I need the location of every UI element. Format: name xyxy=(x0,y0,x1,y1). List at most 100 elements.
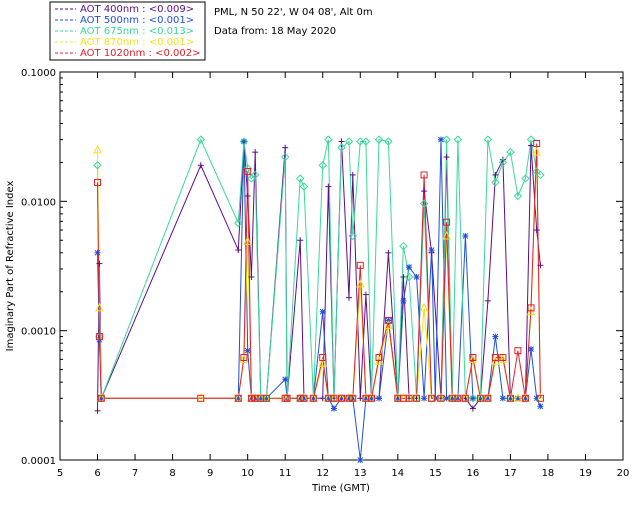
data-point-s4-3 xyxy=(197,394,205,402)
legend-rows: AOT 400nm : <0.009>AOT 500nm : <0.001>AO… xyxy=(55,4,200,59)
data-point-s2-46 xyxy=(526,135,536,144)
data-point-s0-23 xyxy=(362,291,369,298)
data-point-s3-26 xyxy=(384,320,393,329)
data-point-s2-16 xyxy=(318,161,327,170)
data-point-s4-22 xyxy=(356,261,364,269)
data-point-s2-34 xyxy=(442,135,451,144)
data-point-s3-1 xyxy=(95,302,104,312)
data-point-s1-48 xyxy=(537,403,544,410)
data-point-s4-0 xyxy=(94,178,102,186)
data-point-s1-37 xyxy=(462,232,469,239)
data-point-s4-29 xyxy=(405,394,413,402)
data-point-s0-0 xyxy=(94,407,101,414)
data-point-s3-16 xyxy=(318,358,328,367)
data-point-s4-45 xyxy=(521,394,529,402)
data-point-s4-46 xyxy=(527,304,535,312)
x-axis-label: Time (GMT) xyxy=(311,483,370,494)
data-point-s0-31 xyxy=(421,188,428,195)
data-point-s4-2 xyxy=(97,394,105,402)
data-point-s4-42 xyxy=(499,354,507,362)
data-point-s4-10 xyxy=(262,394,270,402)
data-point-s4-44 xyxy=(514,347,522,355)
series-lines xyxy=(97,138,541,461)
data-point-s1-41 xyxy=(492,333,499,340)
data-point-s3-31 xyxy=(419,302,429,312)
x-tick-label: 14 xyxy=(391,468,404,479)
data-point-s4-21 xyxy=(349,394,357,402)
data-point-s2-36 xyxy=(453,135,463,144)
data-point-s3-22 xyxy=(355,278,365,288)
y-axis-label: Imaginary Part of Refractive Index xyxy=(5,181,16,352)
data-point-s1-0 xyxy=(94,249,101,256)
x-tick-label: 19 xyxy=(579,468,592,479)
y-tick-label: 0.0001 xyxy=(21,456,56,467)
data-point-s2-31 xyxy=(419,199,429,208)
data-point-s4-37 xyxy=(461,394,469,402)
data-point-s2-19 xyxy=(337,143,346,152)
data-point-s3-42 xyxy=(498,354,508,363)
data-point-s2-5 xyxy=(239,137,249,146)
data-point-s0-48 xyxy=(537,262,544,269)
x-tick-label: 13 xyxy=(354,468,367,479)
data-point-s0-21 xyxy=(349,171,356,178)
data-point-s4-19 xyxy=(338,394,345,402)
data-point-s4-40 xyxy=(484,394,492,402)
data-point-s1-10 xyxy=(282,376,289,383)
series-line-1 xyxy=(97,139,541,461)
x-tick-label: 10 xyxy=(241,468,254,479)
data-point-s0-38 xyxy=(469,405,476,412)
data-point-s2-43 xyxy=(506,147,515,157)
site-info-text: PML, N 50 22', W 04 08', Alt 0m xyxy=(214,7,373,18)
data-point-s0-7 xyxy=(248,273,255,280)
data-point-s1-27 xyxy=(400,297,407,304)
data-point-s2-14 xyxy=(299,182,309,191)
data-point-s3-44 xyxy=(513,393,523,402)
x-tick-label: 9 xyxy=(207,468,213,479)
data-point-s0-22 xyxy=(357,395,364,402)
data-point-s4-7 xyxy=(247,394,255,402)
data-point-s0-47 xyxy=(533,227,540,234)
data-point-s4-12 xyxy=(283,394,291,402)
x-tick-label: 6 xyxy=(94,468,100,479)
data-point-s0-8 xyxy=(252,149,259,156)
data-point-s4-18 xyxy=(330,394,338,402)
legend-entry-3: AOT 870nm : <0.001> xyxy=(80,37,194,48)
data-point-s4-48 xyxy=(536,394,544,402)
data-point-s0-26 xyxy=(385,249,392,256)
data-point-s4-24 xyxy=(368,394,376,402)
data-point-s2-40 xyxy=(483,135,493,144)
data-point-s2-44 xyxy=(513,191,523,201)
data-point-s0-1 xyxy=(96,260,103,267)
x-tick-label: 12 xyxy=(316,468,329,479)
y-tick-label: 0.0010 xyxy=(21,327,56,338)
data-point-s4-15 xyxy=(309,394,317,402)
x-tick-label: 7 xyxy=(132,468,138,479)
y-tick-label: 0.1000 xyxy=(21,68,56,79)
x-tick-label: 18 xyxy=(542,468,555,479)
data-point-s2-41 xyxy=(491,178,500,187)
data-point-s0-42 xyxy=(499,156,506,163)
data-point-s0-20 xyxy=(346,294,353,301)
data-point-s2-11 xyxy=(280,152,290,162)
data-point-s3-47 xyxy=(532,147,541,156)
data-point-s1-17 xyxy=(330,405,337,412)
data-point-s2-21 xyxy=(348,231,357,241)
data-point-s1-21 xyxy=(357,457,364,463)
data-point-s2-3 xyxy=(196,135,205,144)
data-point-s2-0 xyxy=(93,161,102,170)
x-tick-label: 11 xyxy=(279,468,292,479)
data-point-s1-34 xyxy=(443,395,450,402)
y-tick-label: 0.0100 xyxy=(21,197,56,208)
data-point-s4-1 xyxy=(95,333,103,341)
data-point-s0-6 xyxy=(244,192,251,199)
data-point-s3-5 xyxy=(239,354,249,363)
data-point-s3-34 xyxy=(442,230,451,240)
data-point-s4-20 xyxy=(345,394,353,402)
data-point-s0-41 xyxy=(492,171,499,178)
data-point-s4-4 xyxy=(234,394,242,402)
data-point-s2-23 xyxy=(361,137,371,146)
data-point-s1-5 xyxy=(244,347,251,354)
data-point-s2-28 xyxy=(399,241,408,251)
data-point-s0-3 xyxy=(197,162,204,169)
legend-entry-2: AOT 675nm : <0.013> xyxy=(80,26,194,37)
